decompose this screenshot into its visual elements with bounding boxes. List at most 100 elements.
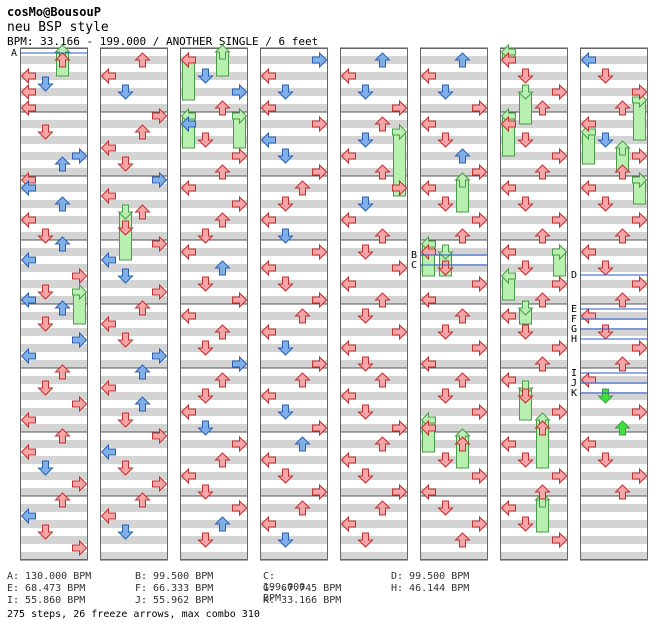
step-arrow-u (134, 364, 151, 380)
stripe (580, 200, 648, 208)
song-artist: cosMo@BousouP (7, 5, 101, 19)
stripe (420, 168, 488, 176)
step-arrow-r (472, 163, 488, 181)
freeze-arrow (500, 107, 516, 157)
step-arrow-d (117, 156, 134, 172)
bpm-legend-j: J: 55.962 BPM (135, 595, 214, 606)
stripe (20, 296, 88, 304)
freeze-head (517, 300, 534, 316)
stripe (260, 504, 328, 512)
section-label-i: I (571, 368, 577, 379)
stripe (100, 328, 168, 336)
step-arrow-u (54, 300, 71, 316)
step-arrow-l (100, 379, 116, 397)
stripe (20, 56, 88, 64)
stripe (180, 552, 248, 560)
step-arrow-u (374, 116, 391, 132)
stripe (20, 168, 88, 176)
stripe (260, 536, 328, 544)
stripe (340, 376, 408, 384)
stripe (260, 312, 328, 320)
stripe (420, 552, 488, 560)
step-arrow-d (277, 84, 294, 100)
song-title: neu BSP style (7, 20, 109, 35)
stripe (100, 360, 168, 368)
bpm-legend-a: A: 130.000 BPM (7, 571, 92, 582)
stripe (340, 136, 408, 144)
stripe (420, 488, 488, 496)
stripe (260, 216, 328, 224)
stripe (20, 520, 88, 528)
stripe (500, 168, 568, 176)
step-arrow-l (580, 435, 596, 453)
stripe (180, 184, 248, 192)
step-arrow-u (214, 516, 231, 532)
step-arrow-d (277, 148, 294, 164)
stripe (340, 216, 408, 224)
stripe (100, 88, 168, 96)
stripe (340, 520, 408, 528)
step-arrow-l (180, 243, 196, 261)
section-label-g: G (571, 324, 577, 335)
step-arrow-d (197, 340, 214, 356)
step-arrow-l (20, 251, 36, 269)
stripe (340, 248, 408, 256)
column-border (260, 48, 328, 560)
section-label-c: C (411, 260, 417, 271)
stripe (340, 264, 408, 272)
step-arrow-r (232, 291, 248, 309)
stripe (100, 104, 168, 112)
stripe (180, 344, 248, 352)
step-arrow-u (534, 164, 551, 180)
step-arrow-l (260, 131, 276, 149)
step-arrow-r (72, 147, 88, 165)
stripe (340, 344, 408, 352)
stripe (180, 216, 248, 224)
stripe (340, 392, 408, 400)
stripe (420, 232, 488, 240)
stripe (260, 120, 328, 128)
step-arrow-r (392, 179, 408, 197)
step-arrow-d (517, 132, 534, 148)
freeze-arrow (632, 171, 648, 205)
step-arrow-u (614, 484, 631, 500)
step-arrow-r (312, 483, 328, 501)
step-arrow-r (392, 99, 408, 117)
stripe (340, 56, 408, 64)
section-label-f: F (571, 314, 577, 325)
step-arrow-u (294, 372, 311, 388)
step-arrow-r (232, 355, 248, 373)
stripe (180, 504, 248, 512)
step-arrow-r (312, 115, 328, 133)
stripe (580, 184, 648, 192)
stripe (580, 424, 648, 432)
stripe (500, 520, 568, 528)
stripe (20, 376, 88, 384)
stripe (20, 536, 88, 544)
step-arrow-r (312, 51, 328, 69)
step-arrow-d (437, 500, 454, 516)
stripe (100, 520, 168, 528)
stripe (340, 328, 408, 336)
step-arrow-l (180, 115, 196, 133)
step-arrow-d (117, 84, 134, 100)
stripe (260, 72, 328, 80)
stripe (500, 216, 568, 224)
step-arrow-u (134, 396, 151, 412)
stripe (580, 296, 648, 304)
step-arrow-d (437, 132, 454, 148)
step-arrow-l (420, 291, 436, 309)
step-arrow-d (597, 324, 614, 340)
step-arrow-l (340, 451, 356, 469)
step-arrow-r (472, 515, 488, 533)
stripe (420, 152, 488, 160)
stripe (340, 312, 408, 320)
step-arrow-u (214, 324, 231, 340)
stripe (500, 232, 568, 240)
freeze-arrow (72, 283, 88, 325)
step-arrow-l (500, 179, 516, 197)
step-arrow-r (72, 539, 88, 557)
stripe (340, 424, 408, 432)
stripe (420, 88, 488, 96)
stripe (100, 504, 168, 512)
